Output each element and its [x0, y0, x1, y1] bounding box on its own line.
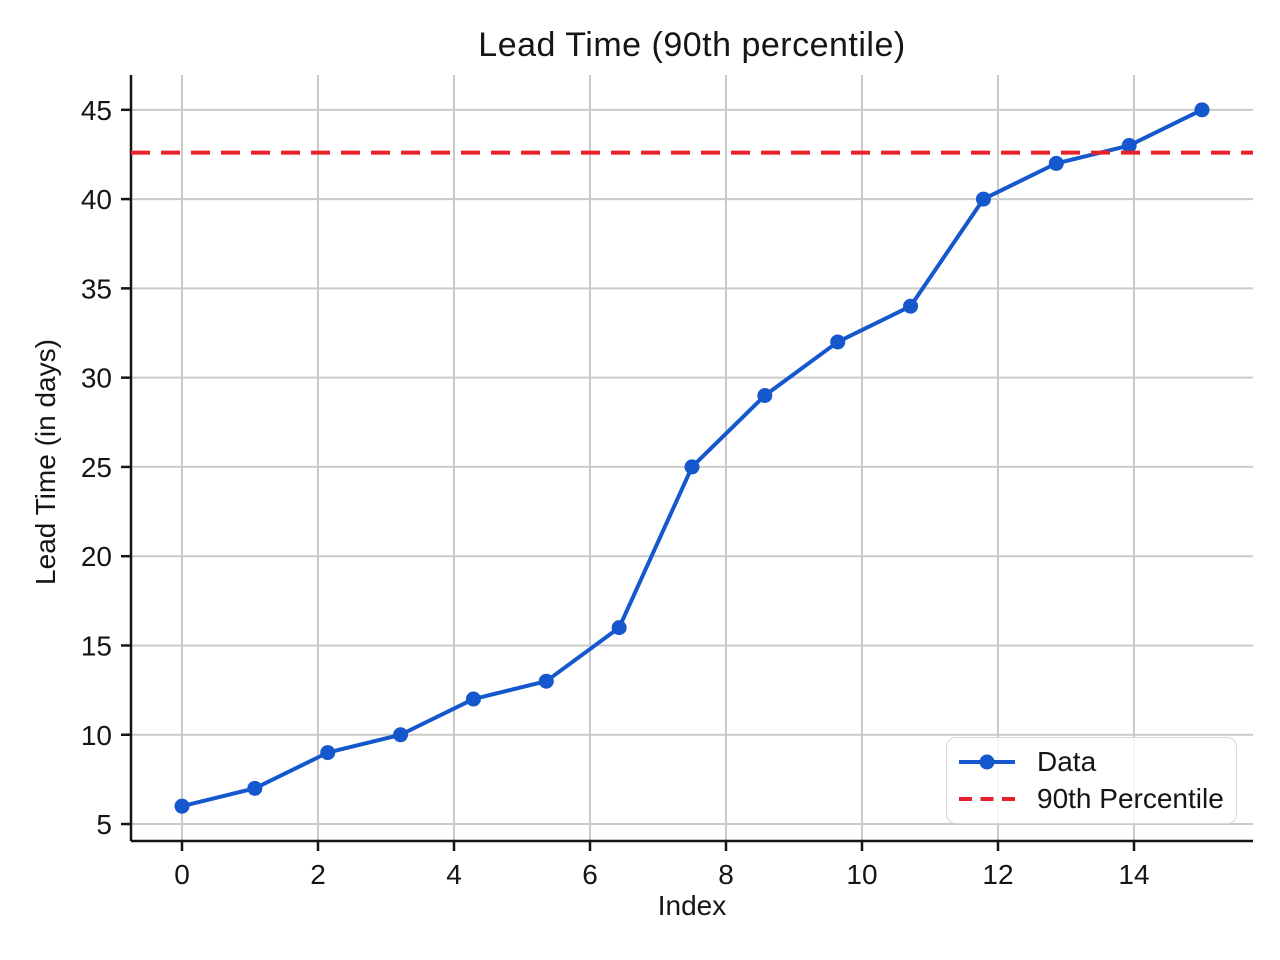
- y-tick-label: 15: [81, 630, 112, 661]
- data-point-marker: [611, 620, 627, 636]
- data-point-marker: [174, 798, 190, 814]
- x-tick-label: 0: [174, 859, 190, 890]
- y-tick-label: 20: [81, 541, 112, 572]
- legend-item-percentile: 90th Percentile: [956, 783, 1226, 815]
- data-point-marker: [393, 727, 409, 743]
- data-point-marker: [247, 780, 263, 796]
- line-marker-swatch-icon: [959, 754, 1015, 770]
- x-tick-label: 12: [982, 859, 1013, 890]
- y-tick-label: 25: [81, 452, 112, 483]
- data-series-line: [180, 107, 1204, 809]
- data-point-marker: [757, 388, 773, 404]
- y-tick-label: 45: [81, 95, 112, 126]
- x-tick-label: 4: [446, 859, 462, 890]
- x-axis-label: Index: [657, 890, 727, 921]
- legend-label-data: Data: [1037, 745, 1097, 777]
- data-point-marker: [320, 745, 336, 761]
- y-tick-label: 35: [81, 273, 112, 304]
- data-point-marker: [903, 298, 919, 314]
- x-tick-label: 6: [582, 859, 598, 890]
- legend: Data 90th Percentile: [946, 737, 1237, 824]
- y-axis-label: Lead Time (in days): [30, 339, 61, 585]
- y-tick-label: 10: [81, 720, 112, 751]
- data-point-marker: [465, 691, 481, 707]
- x-tick-label: 14: [1118, 859, 1149, 890]
- y-tick-label: 40: [81, 184, 112, 215]
- y-tick-label: 30: [81, 363, 112, 394]
- data-point-marker: [975, 191, 991, 207]
- data-point-marker: [1121, 138, 1137, 154]
- data-point-marker: [830, 334, 846, 350]
- data-point-marker: [684, 459, 700, 475]
- data-point-marker: [1194, 102, 1210, 118]
- dashed-line-swatch-icon: [959, 797, 1015, 802]
- legend-item-data: Data: [956, 746, 1226, 778]
- y-tick-label: 5: [96, 809, 112, 840]
- x-tick-label: 8: [718, 859, 734, 890]
- legend-label-percentile: 90th Percentile: [1037, 783, 1224, 815]
- chart-title: Lead Time (90th percentile): [478, 26, 906, 64]
- x-tick-label: 2: [310, 859, 326, 890]
- data-point-marker: [538, 673, 554, 689]
- x-tick-label: 10: [846, 859, 877, 890]
- data-point-marker: [1048, 155, 1064, 171]
